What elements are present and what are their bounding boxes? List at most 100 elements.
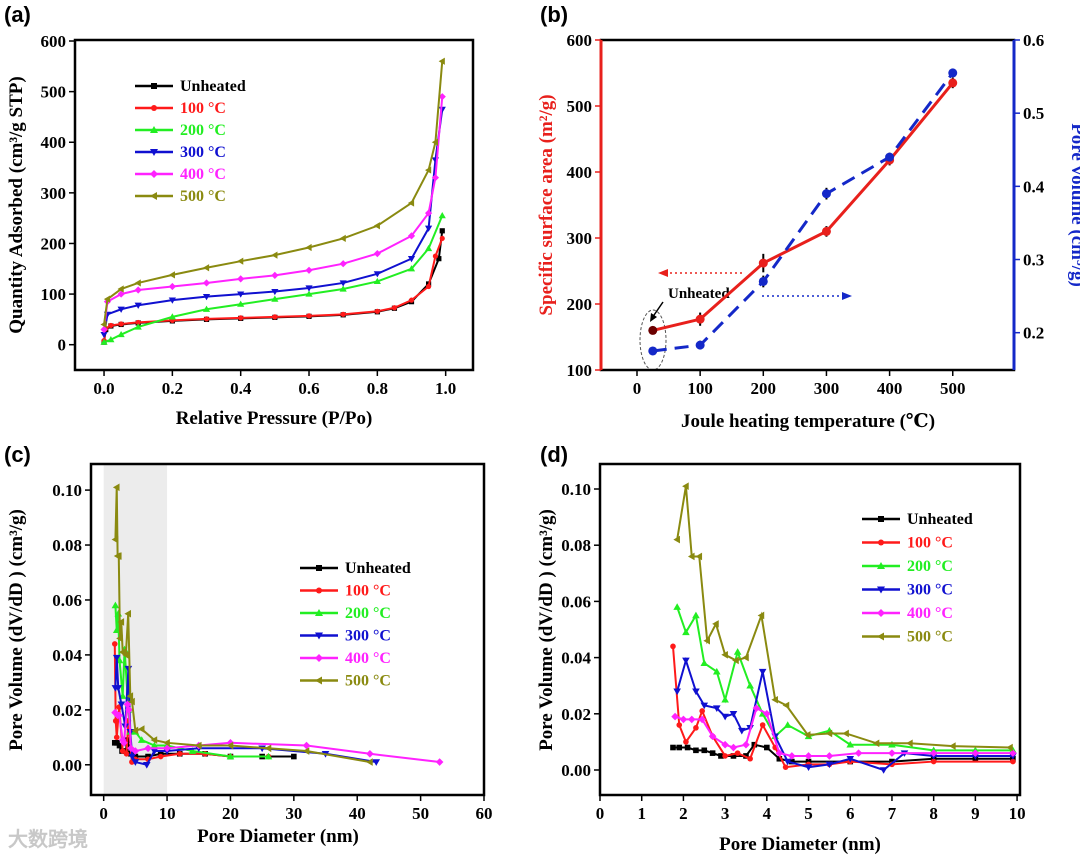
marker-triangle-left (687, 552, 695, 561)
b-data-point (821, 226, 831, 236)
b-x-tick-label: 400 (877, 379, 903, 398)
marker-triangle-down (692, 688, 700, 696)
c-legend-label: 500 °C (345, 673, 391, 690)
marker-circle (408, 297, 415, 303)
d-legend-label: 500 °C (907, 629, 953, 646)
marker-diamond (134, 286, 142, 294)
marker-diamond (163, 744, 171, 753)
c-legend-item: 100 °C (300, 583, 391, 600)
marker-triangle-up (721, 695, 729, 703)
marker-triangle-left (168, 271, 175, 279)
marker-diamond (438, 93, 446, 101)
panel-label-d: (d) (540, 442, 568, 467)
unheated-annotation: Unheated (668, 286, 730, 302)
marker-square (718, 753, 724, 759)
d-y-label: Pore Volume (dV/dD ) (cm³/g) (536, 509, 557, 751)
marker-triangle-left (424, 166, 432, 174)
marker-triangle-left (122, 651, 129, 659)
d-y-tick-label: 0.08 (561, 536, 591, 555)
marker-triangle-left (202, 264, 210, 272)
c-legend-label: 400 °C (345, 650, 391, 667)
marker-triangle-down (117, 306, 125, 313)
marker-diamond (115, 711, 124, 720)
marker-diamond (671, 712, 679, 721)
marker-triangle-up (150, 126, 158, 133)
d-series-group (670, 482, 1017, 774)
marker-square (805, 758, 812, 765)
marker-diamond (888, 749, 896, 757)
marker-triangle-up (733, 648, 742, 655)
marker-triangle-left (803, 731, 811, 739)
a-y-tick-label: 600 (41, 32, 67, 51)
marker-square (730, 753, 737, 759)
d-legend-label: 200 °C (907, 558, 953, 575)
marker-triangle-left (872, 739, 880, 748)
right-axis-arrowhead (842, 292, 852, 300)
d-series-line (676, 656, 1013, 772)
marker-circle (151, 105, 157, 111)
marker-triangle-down (134, 302, 142, 309)
a-y-label: Quantity Adsorbed (cm³/g STP) (6, 76, 27, 333)
marker-diamond (424, 209, 433, 217)
marker-triangle-left (373, 222, 380, 230)
marker-circle (1010, 758, 1016, 765)
marker-triangle-left (131, 726, 139, 735)
b-y-right-tick-label: 0.6 (1023, 31, 1044, 50)
c-x-tick-label: 60 (476, 804, 493, 823)
marker-diamond (144, 744, 152, 753)
c-series-line (114, 487, 371, 764)
b-series-line (652, 72, 954, 353)
marker-triangle-left (163, 739, 170, 747)
marker-triangle-left (757, 611, 765, 620)
marker-triangle-up (150, 741, 159, 749)
marker-circle (699, 708, 705, 714)
marker-triangle-left (721, 650, 728, 659)
marker-circle (176, 750, 183, 757)
marker-triangle-down (117, 701, 126, 709)
marker-circle (676, 722, 683, 728)
c-plot: 0 10 20 30 40 50 60 0.00 0.02 0.04 0.06 0.08 0.10 Unh… (52, 462, 493, 823)
marker-circle (112, 718, 119, 724)
marker-triangle-up (137, 736, 146, 743)
marker-diamond (1009, 749, 1017, 757)
marker-diamond (929, 749, 938, 757)
marker-triangle-left (103, 295, 111, 303)
marker-circle (930, 758, 937, 765)
a-legend-label: 100 °C (180, 100, 226, 117)
marker-square (776, 755, 783, 762)
a-x-tick-label: 0.8 (367, 379, 388, 398)
marker-triangle-left (431, 138, 439, 146)
d-legend-item: 500 °C (862, 629, 953, 646)
a-y-tick-label: 100 (41, 285, 67, 304)
c-legend-item: 300 °C (300, 628, 391, 645)
marker-triangle-down (305, 285, 313, 292)
c-series-group (111, 483, 444, 769)
marker-triangle-up (700, 659, 709, 667)
marker-triangle-left (117, 285, 124, 293)
d-x-tick-label: 7 (888, 804, 897, 823)
marker-square (439, 228, 445, 234)
marker-circle (683, 739, 689, 745)
b-data-point (648, 346, 658, 356)
c-legend-label: 300 °C (345, 628, 391, 645)
marker-circle (759, 722, 766, 728)
marker-triangle-up (846, 740, 855, 748)
d-x-label: Pore Diameter (nm) (719, 834, 881, 855)
marker-diamond (971, 749, 980, 757)
marker-diamond (742, 740, 750, 749)
c-x-tick-label: 30 (285, 804, 302, 823)
marker-diamond (752, 704, 761, 712)
marker-triangle-left (128, 697, 135, 706)
marker-circle (670, 643, 676, 650)
d-legend-item: 400 °C (862, 605, 953, 622)
marker-triangle-up (712, 667, 721, 675)
d-series-line (676, 606, 1013, 752)
marker-triangle-down (202, 294, 211, 301)
marker-triangle-left (438, 57, 445, 65)
marker-triangle-left (732, 656, 739, 665)
marker-diamond (788, 752, 796, 760)
marker-triangle-left (315, 676, 322, 685)
annotation-arrowhead (650, 313, 657, 322)
d-series-line (671, 646, 1013, 769)
a-series-line (103, 61, 444, 325)
